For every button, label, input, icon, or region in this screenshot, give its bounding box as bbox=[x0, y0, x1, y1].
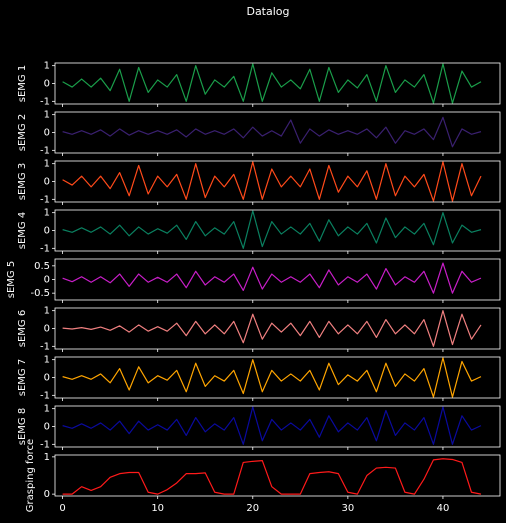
y-tick-label: 0 bbox=[44, 373, 50, 384]
x-tick-label: 30 bbox=[341, 503, 354, 514]
signal-line bbox=[62, 406, 482, 445]
y-axis-label: sEMG 5 bbox=[6, 261, 17, 298]
chart-title: Datalog bbox=[246, 5, 289, 18]
y-tick-label: -1 bbox=[40, 96, 50, 107]
y-tick-label: 1 bbox=[44, 208, 50, 219]
x-tick-label: 0 bbox=[59, 503, 65, 514]
y-tick-label: 0 bbox=[44, 489, 50, 500]
y-tick-label: 0 bbox=[44, 324, 50, 335]
y-tick-label: -1 bbox=[40, 341, 50, 352]
y-tick-label: 1 bbox=[44, 404, 50, 415]
y-tick-label: -0.5 bbox=[30, 288, 50, 299]
y-tick-label: 0 bbox=[44, 275, 50, 286]
y-axis-label: sEMG 8 bbox=[17, 408, 28, 445]
y-axis-label: sEMG 2 bbox=[17, 114, 28, 151]
signal-line bbox=[62, 116, 482, 148]
y-tick-label: -1 bbox=[40, 439, 50, 450]
y-axis-label: sEMG 3 bbox=[17, 163, 28, 200]
y-tick-label: 0 bbox=[44, 79, 50, 90]
signal-line bbox=[62, 63, 482, 104]
y-tick-label: -1 bbox=[40, 194, 50, 205]
axes-frame bbox=[54, 111, 501, 154]
axes-frame bbox=[54, 160, 501, 203]
y-tick-label: 1 bbox=[44, 110, 50, 121]
axes-frame bbox=[54, 62, 501, 105]
signal-line bbox=[62, 458, 482, 495]
y-axis-label: sEMG 1 bbox=[17, 65, 28, 102]
signal-line bbox=[62, 210, 482, 249]
y-tick-label: -1 bbox=[40, 243, 50, 254]
y-tick-label: 1 bbox=[44, 61, 50, 72]
x-tick-label: 20 bbox=[246, 503, 259, 514]
y-tick-label: 0 bbox=[44, 226, 50, 237]
y-tick-label: 1 bbox=[44, 306, 50, 317]
signal-line bbox=[62, 161, 482, 202]
axes-frame bbox=[54, 454, 501, 497]
y-axis-label: sEMG 6 bbox=[17, 310, 28, 347]
y-tick-label: -1 bbox=[40, 390, 50, 401]
y-tick-label: 1 bbox=[44, 159, 50, 170]
x-tick-label: 40 bbox=[437, 503, 450, 514]
y-axis-label: sEMG 7 bbox=[17, 359, 28, 396]
signal-line bbox=[62, 357, 482, 398]
x-tick-label: 10 bbox=[151, 503, 164, 514]
signal-line bbox=[62, 310, 482, 347]
y-tick-label: 0 bbox=[44, 128, 50, 139]
y-tick-label: 0.5 bbox=[34, 261, 50, 272]
y-tick-label: 0 bbox=[44, 177, 50, 188]
y-tick-label: 1 bbox=[44, 452, 50, 463]
y-tick-label: -1 bbox=[40, 145, 50, 156]
y-axis-label: sEMG 4 bbox=[17, 212, 28, 249]
signal-line bbox=[62, 262, 482, 294]
y-tick-label: 1 bbox=[44, 355, 50, 366]
y-tick-label: 0 bbox=[44, 422, 50, 433]
y-axis-label: Grasping force bbox=[25, 439, 36, 512]
